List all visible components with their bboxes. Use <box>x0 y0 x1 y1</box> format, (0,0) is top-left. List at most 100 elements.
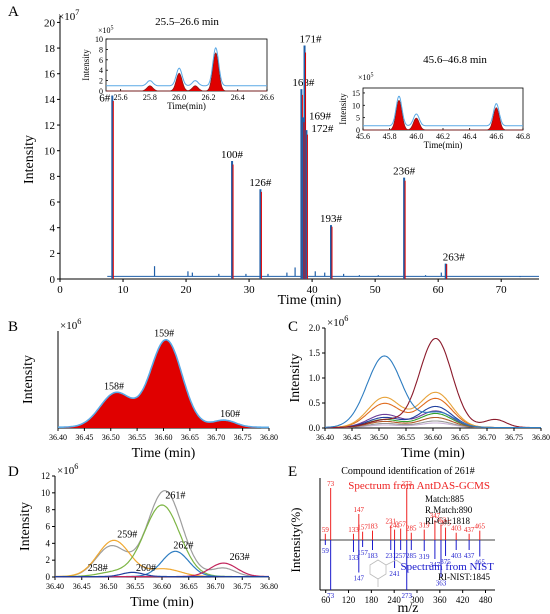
panel-e-x-tick-label: 420 <box>456 595 470 605</box>
panel-d-peak-label: 262# <box>173 540 193 551</box>
panel-b-x-tick-label: 36.55 <box>128 433 146 442</box>
inset-x-tick-label: 26.0 <box>172 93 186 102</box>
panel-b-y-label: Intensity <box>21 355 36 404</box>
panel-a-x-tick-label: 40 <box>307 284 319 296</box>
panel-d-y-tick-label: 6 <box>46 522 51 532</box>
panel-e-x-tick-label: 480 <box>479 595 493 605</box>
panel-e: Compound identification of 261# 60 120 180 2… <box>288 466 495 614</box>
panel-c-series-line <box>325 355 541 429</box>
panel-e-bottom-peak-label: 157 <box>357 549 368 557</box>
inset-x-tick-label: 45.6 <box>356 132 370 141</box>
panel-c-x-tick-label: 36.70 <box>478 433 496 442</box>
panel-d-exponent: ×106 <box>57 462 78 477</box>
exponent-base: ×10 <box>60 320 78 332</box>
panel-e-top-peak-label: 231 <box>386 517 397 525</box>
panel-d-peak-label: 259# <box>117 529 137 540</box>
panel-b-x-label: Time (min) <box>132 446 196 461</box>
panel-c-x-tick-label: 36.55 <box>397 433 415 442</box>
panel-e-x-tick-label: 240 <box>387 595 401 605</box>
panel-d-y-tick-label: 8 <box>46 505 51 515</box>
exponent-power: 7 <box>75 8 79 17</box>
inset-envelope-line <box>363 95 523 127</box>
exponent-base: ×10 <box>57 465 75 477</box>
panel-e-top-peak-label: 363 <box>436 516 447 524</box>
panel-e-x-tick-label: 360 <box>433 595 447 605</box>
panel-a-x-tick-label: 30 <box>244 284 256 296</box>
panel-a-peak-label: 172# <box>311 123 334 135</box>
panel-d-series-line <box>55 571 269 578</box>
panel-a-x-tick-label: 10 <box>118 284 130 296</box>
panel-e-x-tick-label: 300 <box>410 595 424 605</box>
panel-d-x-tick-label: 36.40 <box>46 582 64 591</box>
panel-a-x-tick-label: 0 <box>57 284 63 296</box>
panel-e-x-tick-label: 180 <box>365 595 379 605</box>
panel-d-y-tick-label: 2 <box>46 555 51 565</box>
panel-e-bottom-peak-label: 133 <box>348 554 359 562</box>
panel-a-y-tick-label: 14 <box>44 94 56 106</box>
panel-d-x-tick-label: 36.70 <box>207 582 225 591</box>
inset-y-tick-label: 2 <box>99 77 103 86</box>
panel-e-bottom-peak-label: 231 <box>386 552 397 560</box>
panel-b-x-tick-label: 36.80 <box>260 433 278 442</box>
inset-x-tick-label: 26.6 <box>260 93 274 102</box>
panel-e-top-peak-label: 147 <box>354 506 365 514</box>
inset-x-tick-label: 25.8 <box>143 93 157 102</box>
panel-e-top-peak-label: 403 <box>451 525 462 533</box>
panel-d-peak-label: 263# <box>230 552 250 563</box>
panel-e-title: Compound identification of 261# <box>341 466 475 477</box>
inset-y-tick-label: 0 <box>99 87 103 96</box>
panel-a-y-tick-label: 0 <box>50 274 56 286</box>
inset-x-label: Time(min) <box>167 101 206 111</box>
panel-a-y-tick-label: 4 <box>50 223 56 235</box>
inset-x-tick-label: 46.0 <box>409 132 423 141</box>
panel-e-bottom-peak-label: 465 <box>475 559 486 567</box>
panel-letter-a: A <box>8 4 19 20</box>
inset-y-tick-label: 10 <box>352 101 360 110</box>
panel-e-top-peak-label: 437 <box>464 526 475 534</box>
panel-e-top-peak-label: 257 <box>395 521 406 529</box>
panel-e-x-tick-label: 120 <box>342 595 356 605</box>
panel-e-bottom-peak-label: 403 <box>451 552 462 560</box>
panel-d-y-tick-label: 0 <box>46 572 51 582</box>
inset-x-tick-label: 25.6 <box>114 93 128 102</box>
panel-e-top-peak-label: 465 <box>475 523 486 531</box>
panel-c-series-line <box>325 337 541 429</box>
panel-d-x-tick-label: 36.65 <box>180 582 198 591</box>
panel-c-y-tick-label: 0.0 <box>309 423 321 433</box>
panel-e-top-peak-label: 133 <box>348 526 359 534</box>
panel-e-top-peak-label: 183 <box>367 523 378 531</box>
panel-c-x-tick-label: 36.75 <box>505 433 523 442</box>
panel-c-x-label: Time (min) <box>401 446 465 461</box>
panel-a-peak-label: 6# <box>99 93 111 105</box>
panel-c-y-tick-label: 1.5 <box>309 348 321 358</box>
panel-e-bottom-peak-label: 319 <box>419 553 430 561</box>
inset-signal-line <box>363 100 523 131</box>
panel-e-match-info: Match:885 <box>425 494 464 504</box>
exponent-base: ×10 <box>58 11 76 23</box>
panel-a-y-label: Intensity <box>22 135 37 184</box>
inset-x-tick-label: 46.4 <box>463 132 477 141</box>
inset-y-tick-label: 10 <box>95 35 103 44</box>
inset-y-tick-label: 8 <box>99 45 103 54</box>
panel-b-envelope-line <box>57 339 269 429</box>
inset-peak-area <box>363 100 523 130</box>
panel-d: 36.40 36.45 36.50 36.55 36.60 36.65 36.70 36.75… <box>18 462 278 610</box>
panel-c-y-tick-label: 1.0 <box>309 373 321 383</box>
exponent-power: 5 <box>111 25 114 31</box>
panel-a-x-label: Time (min) <box>278 293 342 308</box>
panel-b-x-tick-label: 36.40 <box>49 433 67 442</box>
panel-c-x-tick-label: 36.45 <box>343 433 361 442</box>
panel-e-bottom-peak-label: 147 <box>354 575 365 583</box>
panel-d-x-tick-label: 36.45 <box>73 582 91 591</box>
panel-a-peak-label: 193# <box>320 213 343 225</box>
panel-e-top-peak-label: 319 <box>419 522 430 530</box>
panel-e-bottom-peak-label: 363 <box>436 580 447 588</box>
panel-e-top-peak-label: 241 <box>389 522 400 530</box>
panel-e-bottom-label: Spectrum from NIST <box>401 561 495 573</box>
panel-a-y-tick-label: 20 <box>44 17 56 29</box>
panel-e-bottom-peak-label: 375 <box>440 558 451 566</box>
panel-c-y-label: Intensity <box>288 354 303 403</box>
panel-a-y-tick-label: 6 <box>50 197 56 209</box>
panel-e-x-label: m/z <box>398 601 419 614</box>
panel-d-x-label: Time (min) <box>130 595 194 610</box>
